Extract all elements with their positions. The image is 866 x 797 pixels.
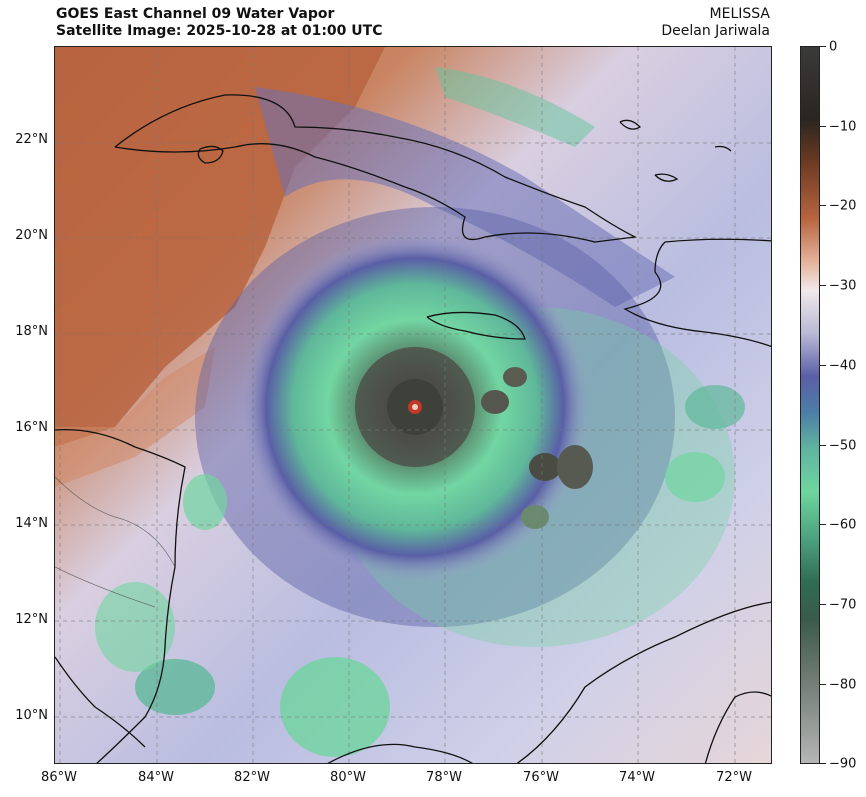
colorbar-tick (820, 205, 826, 206)
colorbar-tick (820, 684, 826, 685)
lat-label: 10°N (15, 708, 48, 723)
colorbar-label: −80 (829, 677, 857, 693)
colorbar-label: −10 (829, 119, 857, 135)
lon-label: 78°W (426, 770, 462, 785)
colorbar-tick (820, 524, 826, 525)
colorbar-tick (820, 445, 826, 446)
coastlines (55, 94, 771, 763)
lat-label: 14°N (15, 516, 48, 531)
colorbar-tick (820, 46, 826, 47)
colorbar-label: −30 (829, 278, 857, 294)
colorbar (800, 46, 820, 764)
colorbar-label: −20 (829, 198, 857, 214)
lon-label: 76°W (523, 770, 559, 785)
colorbar-label: −60 (829, 517, 857, 533)
lon-label: 82°W (234, 770, 270, 785)
lat-label: 12°N (15, 612, 48, 627)
colorbar-label: 0 (829, 39, 838, 55)
lon-label: 86°W (41, 770, 77, 785)
lat-label: 18°N (15, 324, 48, 339)
title-line-2: Satellite Image: 2025-10-28 at 01:00 UTC (56, 23, 383, 39)
lon-label: 72°W (716, 770, 752, 785)
colorbar-label: −70 (829, 597, 857, 613)
lon-label: 84°W (138, 770, 174, 785)
lat-label: 22°N (15, 132, 48, 147)
lat-label: 16°N (15, 420, 48, 435)
lon-label: 74°W (619, 770, 655, 785)
colorbar-tick (820, 126, 826, 127)
storm-name: MELISSA (709, 6, 770, 22)
title-line-1: GOES East Channel 09 Water Vapor (56, 6, 335, 22)
colorbar-tick (820, 285, 826, 286)
satellite-map (54, 46, 772, 764)
colorbar-tick (820, 604, 826, 605)
colorbar-label: −50 (829, 438, 857, 454)
colorbar-label: −40 (829, 358, 857, 374)
water-vapor-imagery (55, 47, 771, 763)
colorbar-tick (820, 763, 826, 764)
colorbar-tick (820, 365, 826, 366)
chart-title: GOES East Channel 09 Water Vapor Satelli… (56, 6, 382, 40)
credit-block: MELISSA Deelan Jariwala (661, 6, 770, 40)
colorbar-label: −90 (829, 756, 857, 772)
lon-label: 80°W (330, 770, 366, 785)
author-name: Deelan Jariwala (661, 23, 770, 39)
lat-label: 20°N (15, 228, 48, 243)
